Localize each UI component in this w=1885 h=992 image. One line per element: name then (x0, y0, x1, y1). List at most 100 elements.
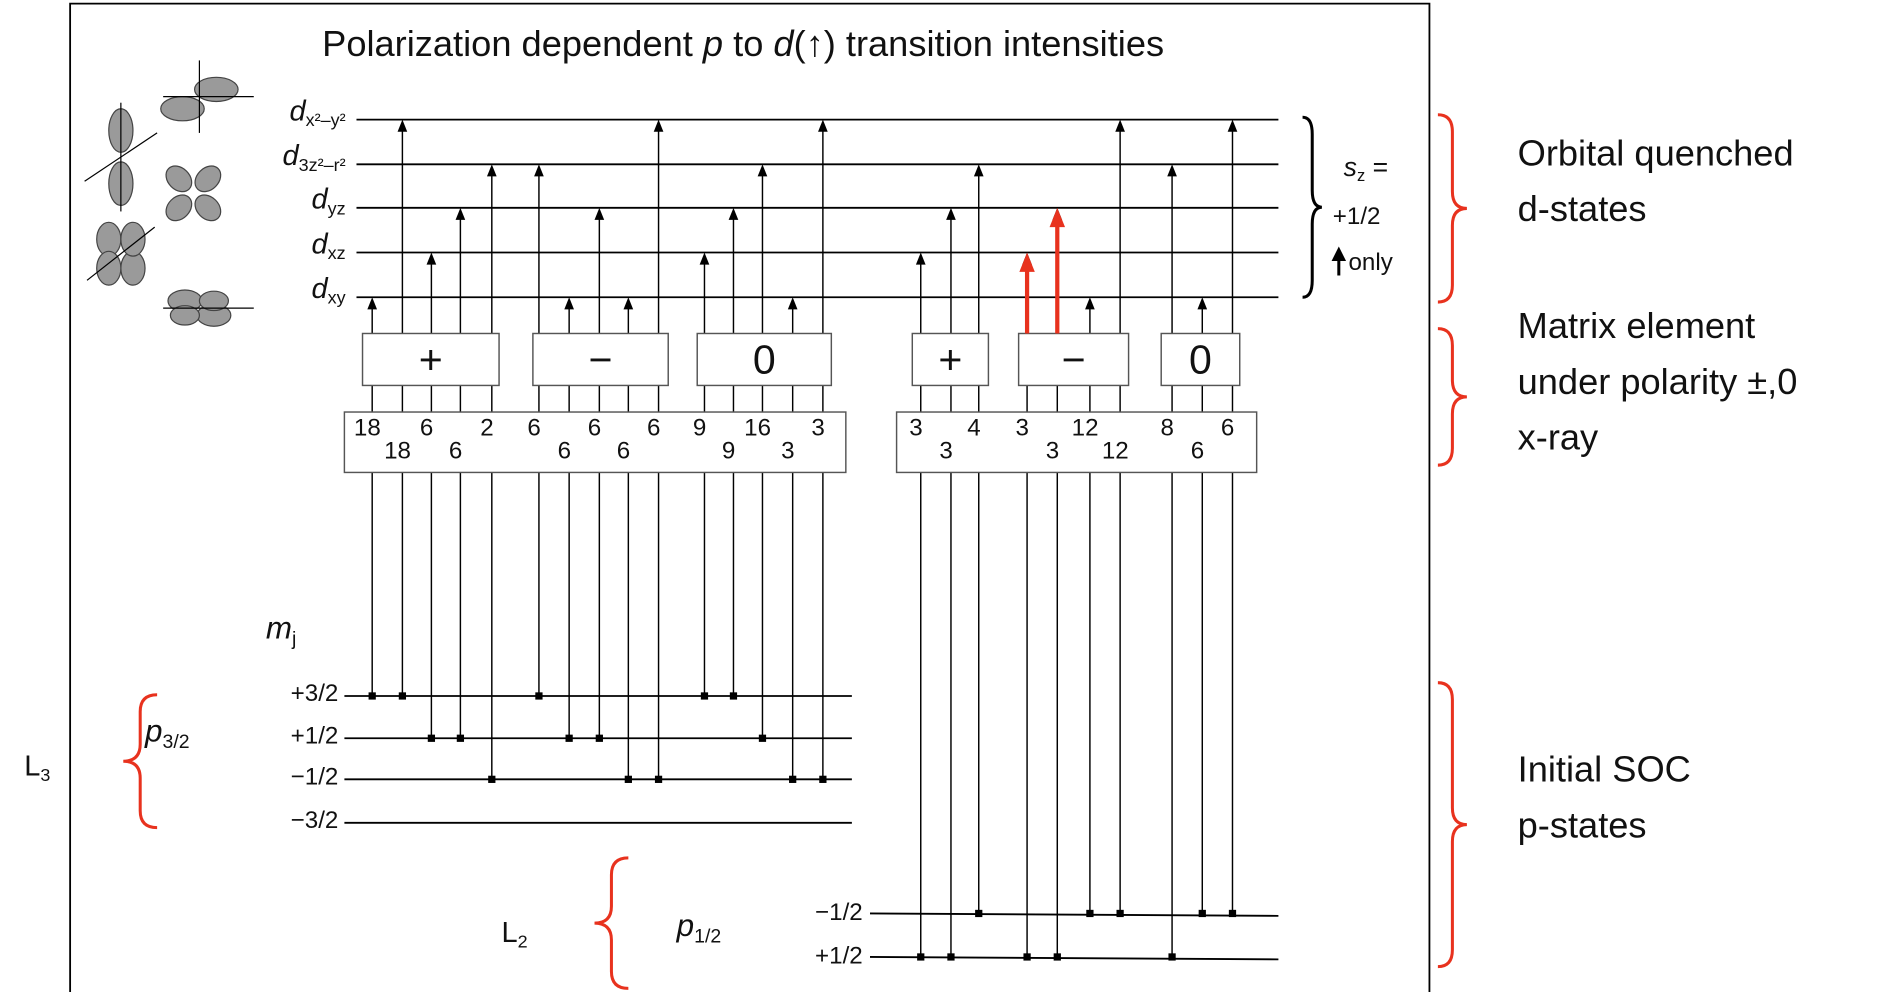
annotation: under polarity ±,0 (1518, 361, 1798, 402)
annotation: p-states (1518, 804, 1647, 845)
source-dot (758, 734, 767, 742)
matrix-element: 6 (420, 414, 433, 441)
source-dot (1086, 909, 1094, 918)
matrix-element: 3 (811, 414, 824, 441)
label-sub: 3 (40, 765, 50, 785)
matrix-element: 9 (693, 414, 706, 441)
arrowhead (915, 252, 926, 265)
source-dot (427, 734, 436, 742)
arrowhead (757, 164, 768, 177)
source-dot (488, 775, 496, 783)
label-sub: z (1357, 167, 1365, 185)
annotation: Matrix element (1518, 305, 1756, 346)
annotation: x-ray (1518, 416, 1599, 457)
arrowhead (653, 119, 664, 132)
arrowhead (1197, 297, 1208, 310)
label-sub: 1/2 (694, 926, 721, 948)
arrowhead (1167, 164, 1177, 177)
label-sub: 2 (518, 931, 528, 951)
matrix-element: 3 (909, 414, 922, 441)
label: sz = (1344, 152, 1388, 185)
arrowhead (367, 297, 378, 310)
matrix-element: 3 (1046, 437, 1059, 464)
matrix-element: 12 (1102, 437, 1129, 464)
mj-value: +1/2 (291, 722, 339, 749)
arrowhead (623, 297, 634, 310)
sz-value: +1/2 (1333, 203, 1381, 230)
source-dot (819, 775, 827, 783)
source-dot (947, 953, 955, 961)
matrix-element: 6 (1191, 437, 1204, 464)
arrowhead (973, 164, 984, 177)
label: d3z²–r² (283, 140, 346, 175)
label-main: L (24, 750, 40, 782)
matrix-element: 18 (354, 414, 381, 441)
label-sub: x²–y² (306, 110, 346, 130)
sign-box (1160, 332, 1241, 387)
source-dot (654, 775, 663, 783)
orbital-icons (84, 60, 254, 327)
matrix-element: 3 (1016, 414, 1029, 441)
matrix-element: 6 (527, 414, 540, 441)
label: dx²–y² (290, 95, 346, 130)
p12-level (869, 956, 1279, 961)
annotation: Initial SOC (1518, 749, 1691, 790)
polarity-sign: − (589, 336, 613, 382)
label-rest: = (1365, 152, 1388, 182)
label: dyz (312, 183, 346, 218)
sign-box (361, 332, 500, 387)
matrix-element: 6 (449, 437, 462, 464)
mj-value: +3/2 (291, 680, 339, 707)
polarity-sign: 0 (753, 336, 776, 382)
source-dot (456, 734, 465, 742)
number-box (343, 411, 847, 474)
matrix-element: 12 (1072, 414, 1099, 441)
number-box (895, 411, 1258, 474)
matrix-element: 4 (967, 414, 980, 441)
sign-box (532, 332, 669, 387)
matrix-element: 16 (744, 414, 771, 441)
label: p1/2 (676, 908, 722, 947)
source-dot (1053, 953, 1061, 961)
matrix-element: 18 (384, 437, 411, 464)
label-main: d (283, 140, 300, 172)
mj-value: −1/2 (291, 764, 339, 791)
mj-value: −3/2 (291, 807, 339, 834)
arrowhead (1085, 297, 1095, 310)
arrowhead (787, 297, 798, 310)
arrowhead (564, 297, 574, 310)
label: p3/2 (144, 714, 190, 753)
arrowhead (426, 252, 437, 265)
arrowhead (728, 207, 739, 220)
mj-value: −1/2 (815, 899, 863, 926)
arrowhead (594, 207, 605, 220)
label-sub: xy (328, 287, 346, 307)
polarity-sign: − (1062, 336, 1086, 382)
source-dot (1228, 909, 1237, 918)
source-dot (624, 775, 632, 783)
source-dot (1023, 953, 1031, 961)
arrowhead (946, 207, 956, 220)
label: dxz (312, 228, 346, 263)
sz-only: only (1348, 249, 1393, 276)
label-sub: 3/2 (163, 731, 190, 753)
arrowhead (486, 164, 497, 177)
matrix-element: 8 (1161, 414, 1174, 441)
annotation-brace (1437, 681, 1467, 969)
title: Polarization dependent p to d(↑) transit… (322, 22, 1164, 63)
arrowhead (534, 164, 544, 177)
matrix-element: 3 (939, 437, 952, 464)
label-main: L (501, 917, 517, 949)
source-dot (700, 692, 709, 700)
matrix-element: 2 (480, 414, 493, 441)
label: L2 (501, 917, 527, 952)
mj-value: +1/2 (815, 942, 863, 969)
label: mj (266, 611, 296, 650)
source-dot (565, 734, 573, 742)
source-dot (1116, 909, 1124, 918)
arrowhead (818, 119, 828, 132)
label-sub: j (291, 628, 296, 650)
sign-box (696, 332, 833, 387)
p12-level (869, 912, 1279, 917)
